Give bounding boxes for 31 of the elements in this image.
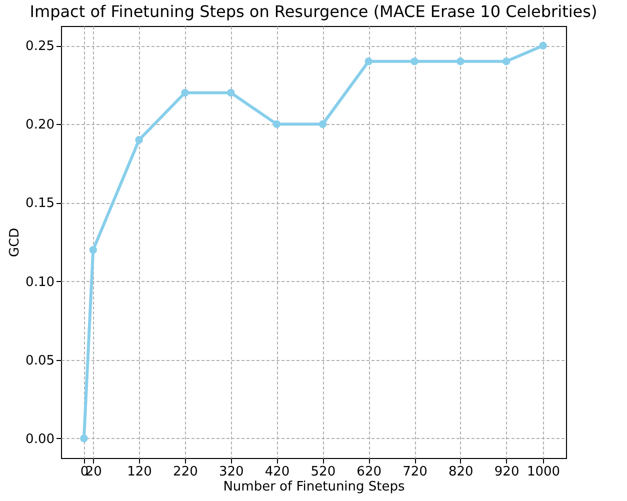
x-tick-label: 920	[494, 464, 520, 480]
point	[272, 120, 281, 128]
point	[80, 434, 88, 442]
point	[89, 246, 98, 254]
point	[410, 57, 418, 66]
y-tick-label: 0.15	[26, 196, 54, 212]
point	[181, 88, 189, 97]
y-axis-title: GCD	[8, 228, 23, 258]
x-tick-label: 320	[218, 464, 244, 480]
point	[539, 42, 547, 50]
y-tick-label: 0.05	[26, 353, 54, 368]
point	[364, 57, 372, 66]
y-tick-label: 0.25	[26, 39, 54, 54]
x-tick-label: 420	[264, 464, 290, 480]
y-tick-label: 0.20	[26, 118, 54, 133]
point	[456, 57, 464, 66]
x-tick-label: 520	[310, 464, 336, 480]
chart-title: Impact of Finetuning Steps on Resurgence (MACE Erase 10 Celebrities)	[30, 2, 598, 21]
point	[502, 57, 510, 66]
x-tick-label: 1000	[527, 464, 560, 480]
point	[135, 136, 143, 144]
x-tick-label: 220	[173, 464, 198, 480]
x-tick-label: 820	[448, 464, 474, 480]
point	[226, 88, 235, 97]
point	[318, 120, 327, 128]
y-tick-label: 0.10	[26, 274, 54, 290]
x-tick-label: 720	[402, 464, 428, 480]
x-axis-title: Number of Finetuning Steps	[223, 480, 406, 494]
x-tick-label: 120	[127, 464, 152, 480]
y-tick-label: 0.00	[26, 432, 54, 447]
x-tick-label: 620	[356, 464, 382, 480]
